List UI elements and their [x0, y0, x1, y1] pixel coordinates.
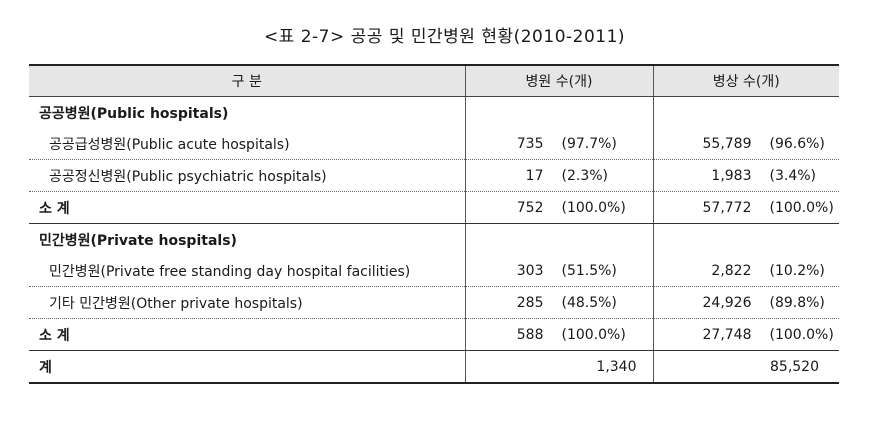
bed-count: 55,789 — [702, 135, 752, 152]
hospital-count-cell: 752 (100.0%) — [464, 191, 653, 224]
total-label: 계 — [29, 350, 465, 384]
hospital-count-cell: 588 (100.0%) — [464, 318, 653, 351]
header-bed-count: 병상 수(개) — [652, 64, 839, 97]
row-label: 민간병원(Private free standing day hospital … — [29, 255, 465, 287]
hospital-percent: (97.7%) — [561, 135, 617, 152]
hospital-percent: (100.0%) — [561, 199, 626, 216]
hospital-count: 588 — [516, 326, 544, 343]
bed-count-cell: 27,748 (100.0%) — [652, 318, 839, 351]
hospital-count-cell: 735 (97.7%) — [464, 128, 653, 160]
bed-percent: (100.0%) — [769, 326, 834, 343]
section-row-private: 민간병원(Private hospitals) — [29, 223, 839, 255]
bed-count: 2,822 — [711, 262, 752, 279]
section-row-public: 공공병원(Public hospitals) — [29, 96, 839, 128]
subtotal-label: 소 계 — [29, 191, 465, 224]
section-label-private: 민간병원(Private hospitals) — [39, 232, 237, 249]
row-label: 기타 민간병원(Other private hospitals) — [29, 286, 465, 319]
bed-percent: (96.6%) — [769, 135, 825, 152]
bed-count: 24,926 — [702, 294, 752, 311]
table-title: <표 2-7> 공공 및 민간병원 현황(2010-2011) — [263, 27, 626, 47]
row-label: 공공정신병원(Public psychiatric hospitals) — [29, 159, 465, 192]
total-row: 계 1,340 85,520 — [29, 350, 839, 384]
total-hospital-count: 1,340 — [464, 350, 653, 384]
hospital-count: 735 — [516, 135, 544, 152]
table-row: 공공정신병원(Public psychiatric hospitals) 17 (… — [29, 159, 839, 192]
bed-percent: (100.0%) — [769, 199, 834, 216]
hospital-count-cell: 303 (51.5%) — [464, 255, 653, 287]
bed-count: 27,748 — [702, 326, 752, 343]
hospital-percent: (2.3%) — [561, 167, 609, 184]
hospital-percent: (51.5%) — [561, 262, 617, 279]
bed-count-cell: 24,926 (89.8%) — [652, 286, 839, 319]
hospital-count: 303 — [516, 262, 544, 279]
bed-count-cell: 55,789 (96.6%) — [652, 128, 839, 160]
table-row: 공공급성병원(Public acute hospitals) 735 (97.7%… — [29, 128, 839, 160]
hospital-status-table: 구 분 병원 수(개) 병상 수(개) 공공병원(Public hospital… — [29, 64, 839, 384]
bed-percent: (3.4%) — [769, 167, 817, 184]
table-row: 민간병원(Private free standing day hospital … — [29, 255, 839, 287]
table-row: 기타 민간병원(Other private hospitals) 285 (48.… — [29, 286, 839, 319]
hospital-count-cell: 17 (2.3%) — [464, 159, 653, 192]
hospital-percent: (100.0%) — [561, 326, 626, 343]
hospital-count: 752 — [516, 199, 544, 216]
total-bed-count: 85,520 — [652, 350, 839, 384]
section-label-public: 공공병원(Public hospitals) — [39, 105, 229, 122]
hospital-count-cell: 285 (48.5%) — [464, 286, 653, 319]
bed-count-cell: 57,772 (100.0%) — [652, 191, 839, 224]
row-label: 공공급성병원(Public acute hospitals) — [29, 128, 465, 160]
bed-percent: (10.2%) — [769, 262, 825, 279]
subtotal-row-public: 소 계 752 (100.0%) 57,772 (100.0%) — [29, 191, 839, 224]
hospital-percent: (48.5%) — [561, 294, 617, 311]
header-category: 구 분 — [29, 64, 465, 97]
bed-count: 1,983 — [711, 167, 752, 184]
header-row: 구 분 병원 수(개) 병상 수(개) — [29, 64, 839, 97]
subtotal-row-private: 소 계 588 (100.0%) 27,748 (100.0%) — [29, 318, 839, 351]
subtotal-label: 소 계 — [29, 318, 465, 351]
hospital-count: 17 — [525, 167, 544, 184]
bed-percent: (89.8%) — [769, 294, 825, 311]
bed-count-cell: 2,822 (10.2%) — [652, 255, 839, 287]
bed-count: 57,772 — [702, 199, 752, 216]
bed-count-cell: 1,983 (3.4%) — [652, 159, 839, 192]
header-hospital-count: 병원 수(개) — [464, 64, 653, 97]
hospital-count: 285 — [516, 294, 544, 311]
